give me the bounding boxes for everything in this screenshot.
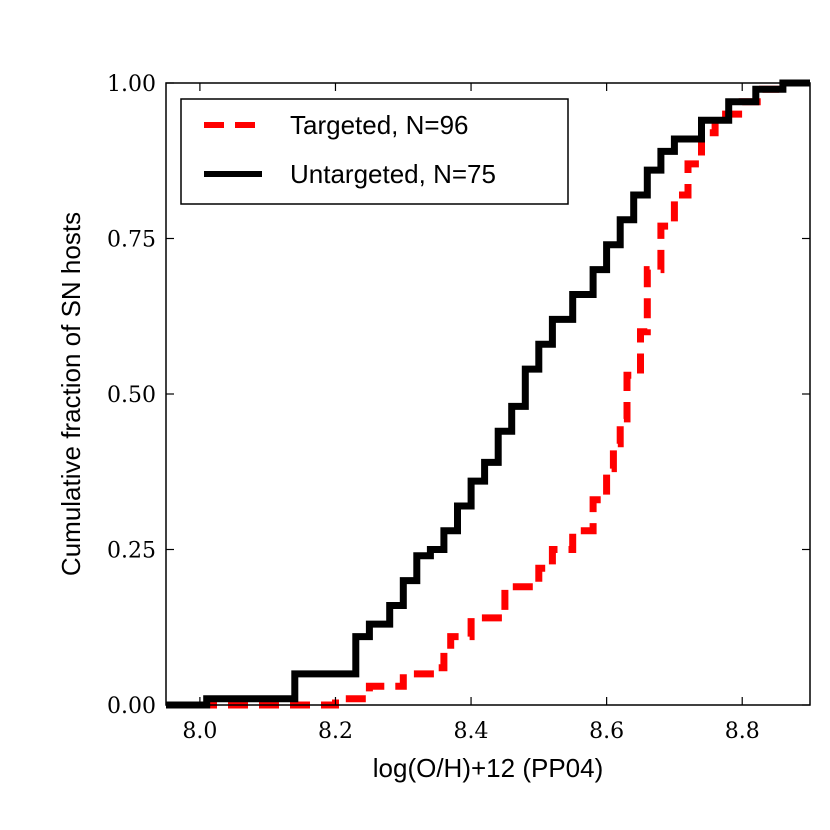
x-tick-label: 8.0 bbox=[182, 719, 217, 744]
x-axis-label: log(O/H)+12 (PP04) bbox=[373, 753, 603, 783]
x-tick-label: 8.2 bbox=[318, 719, 353, 744]
y-tick-label: 1.00 bbox=[107, 72, 156, 97]
y-tick-label: 0.50 bbox=[107, 383, 156, 408]
series-layer bbox=[166, 79, 810, 709]
series-line-untargeted bbox=[166, 79, 810, 709]
y-axis-label: Cumulative fraction of SN hosts bbox=[56, 212, 86, 576]
legend-label-targeted: Targeted, N=96 bbox=[290, 110, 469, 140]
x-tick-label: 8.4 bbox=[454, 719, 489, 744]
x-tick-label: 8.8 bbox=[725, 719, 760, 744]
legend: Targeted, N=96 Untargeted, N=75 bbox=[180, 98, 569, 205]
legend-label-untargeted: Untargeted, N=75 bbox=[290, 159, 496, 189]
x-tick-label: 8.6 bbox=[589, 719, 624, 744]
ticks-layer: 8.0 8.2 8.4 8.6 8.8 0.00 0.25 0.50 0.75 1.00 bbox=[107, 72, 810, 744]
y-tick-label: 0.25 bbox=[107, 539, 156, 564]
legend-box bbox=[180, 98, 569, 205]
y-tick-label: 0.00 bbox=[107, 694, 156, 719]
y-tick-label: 0.75 bbox=[107, 228, 156, 253]
